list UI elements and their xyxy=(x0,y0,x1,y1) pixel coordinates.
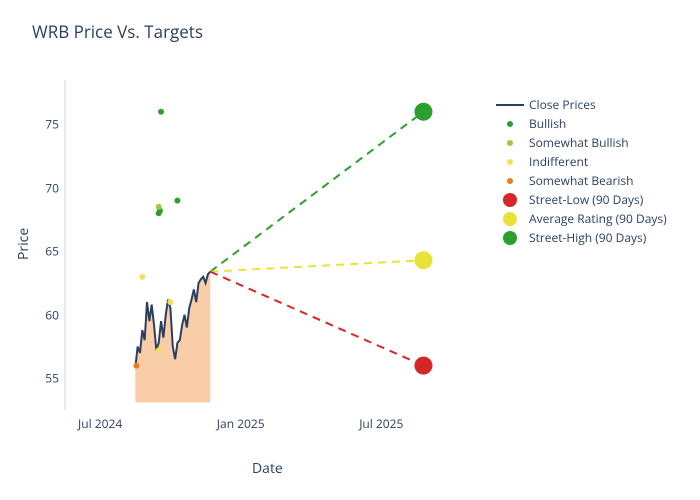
legend[interactable]: Close Prices Bullish Somewhat Bullish Indif… xyxy=(495,95,667,247)
legend-swatch xyxy=(495,98,525,112)
legend-item[interactable]: Average Rating (90 Days) xyxy=(495,209,667,228)
y-tick: 70 xyxy=(33,179,59,196)
legend-swatch xyxy=(495,155,525,169)
legend-swatch xyxy=(495,212,525,226)
x-tick: Jul 2024 xyxy=(78,415,122,432)
plot-area[interactable]: 5560657075Jul 2024Jan 2025Jul 2025 xyxy=(65,80,475,410)
y-axis-label: Price xyxy=(14,228,33,260)
legend-label: Bullish xyxy=(529,115,566,132)
legend-label: Average Rating (90 Days) xyxy=(529,210,667,227)
street_high-marker xyxy=(414,103,432,121)
legend-item[interactable]: Bullish xyxy=(495,114,667,133)
rating-dot xyxy=(139,274,145,280)
avg_rating-marker xyxy=(414,251,432,269)
street_low-line xyxy=(210,272,423,366)
legend-item[interactable]: Close Prices xyxy=(495,95,667,114)
street_low-marker xyxy=(414,357,432,375)
chart-title: WRB Price Vs. Targets xyxy=(32,20,203,43)
legend-label: Indifferent xyxy=(529,153,588,170)
y-tick: 75 xyxy=(33,116,59,133)
legend-swatch xyxy=(495,174,525,188)
legend-item[interactable]: Street-Low (90 Days) xyxy=(495,190,667,209)
chart-root: WRB Price Vs. Targets Price 5560657075Ju… xyxy=(0,0,700,500)
x-tick: Jan 2025 xyxy=(217,415,265,432)
y-tick: 55 xyxy=(33,370,59,387)
avg_rating-line xyxy=(210,260,423,271)
legend-item[interactable]: Somewhat Bearish xyxy=(495,171,667,190)
legend-label: Street-Low (90 Days) xyxy=(529,191,643,208)
y-tick: 60 xyxy=(33,306,59,323)
legend-swatch xyxy=(495,193,525,207)
rating-dot xyxy=(158,109,164,115)
rating-dot xyxy=(156,347,162,353)
street_high-line xyxy=(210,112,423,272)
legend-label: Close Prices xyxy=(529,96,596,113)
legend-item[interactable]: Somewhat Bullish xyxy=(495,133,667,152)
legend-swatch xyxy=(495,231,525,245)
chart-svg xyxy=(65,80,475,410)
x-axis-label: Date xyxy=(252,459,283,478)
x-tick: Jul 2025 xyxy=(359,415,403,432)
y-tick: 65 xyxy=(33,243,59,260)
legend-label: Somewhat Bearish xyxy=(529,172,634,189)
legend-label: Street-High (90 Days) xyxy=(529,229,646,246)
rating-dot xyxy=(167,299,173,305)
legend-swatch xyxy=(495,136,525,150)
legend-swatch xyxy=(495,117,525,131)
legend-item[interactable]: Indifferent xyxy=(495,152,667,171)
rating-dot xyxy=(156,204,162,210)
legend-item[interactable]: Street-High (90 Days) xyxy=(495,228,667,247)
legend-label: Somewhat Bullish xyxy=(529,134,629,151)
rating-dot xyxy=(174,198,180,204)
rating-dot xyxy=(133,363,139,369)
